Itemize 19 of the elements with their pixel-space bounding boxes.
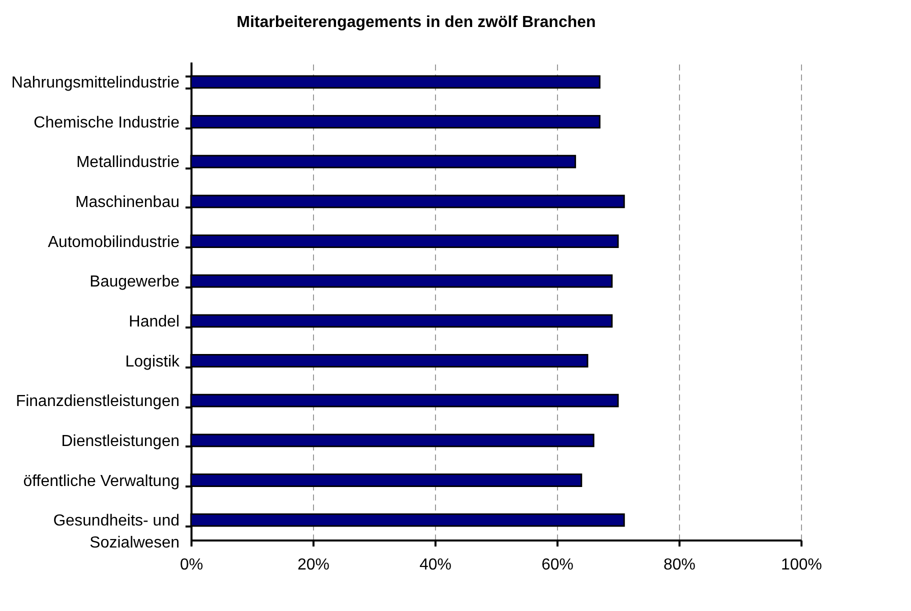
y-tick-label: Logistik	[125, 353, 180, 370]
y-tick-label: Gesundheits- und Sozialwesen	[53, 512, 180, 552]
x-tick-label: 80%	[663, 556, 696, 574]
y-tick-label: Baugewerbe	[90, 274, 180, 291]
y-tick-label: Handel	[128, 313, 180, 330]
chart-title: Mitarbeiterengagements in den zwölf Branchen	[236, 14, 596, 31]
y-tick-label: öffentliche Verwaltung	[23, 472, 180, 490]
x-tick-label: 100%	[781, 556, 822, 574]
x-tick-label: 40%	[419, 556, 452, 574]
x-tick-label: 60%	[541, 556, 574, 574]
y-tick-label: Automobilindustrie	[48, 234, 180, 251]
x-tick-label: 0%	[180, 556, 204, 574]
y-tick-label: Nahrungsmittelindustrie	[11, 74, 180, 92]
y-tick-label: Finanzdienstleistungen	[16, 393, 180, 410]
y-tick-label: Maschinenbau	[75, 194, 180, 211]
x-tick-label: 20%	[297, 556, 330, 574]
y-tick-label: Chemische Industrie	[34, 114, 180, 132]
y-tick-label: Metallindustrie	[76, 154, 180, 172]
y-tick-label: Dienstleistungen	[61, 432, 180, 450]
